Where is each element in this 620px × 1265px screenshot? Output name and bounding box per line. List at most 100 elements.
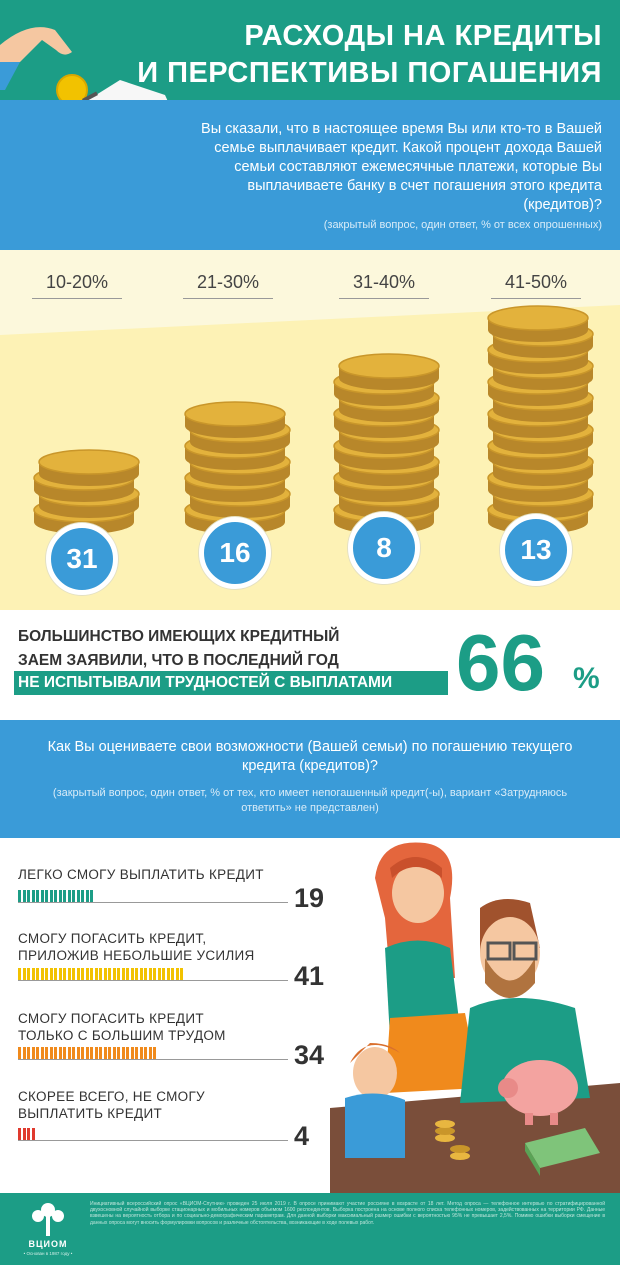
- answer-label: ВЫПЛАТИТЬ КРЕДИТ: [18, 1106, 163, 1121]
- answer-label: СКОРЕЕ ВСЕГО, НЕ СМОГУ: [18, 1089, 205, 1104]
- category-underline: [183, 298, 273, 299]
- bar-segment: [54, 890, 57, 902]
- bar-segment: [148, 968, 152, 980]
- bar-segment: [85, 1047, 89, 1059]
- question1-text: Вы сказали, что в настоящее время Вы или…: [201, 121, 602, 213]
- bar-segment: [22, 968, 26, 980]
- bar-segment: [94, 1047, 98, 1059]
- category-label: 21-30%: [196, 272, 260, 292]
- bar-segment: [85, 890, 89, 902]
- bar-segment: [139, 968, 143, 980]
- bar-segment: [162, 968, 165, 980]
- bar-segment: [27, 1128, 30, 1140]
- bar-segment: [76, 890, 80, 902]
- bar-segment: [108, 1047, 111, 1059]
- header-band: [0, 0, 620, 100]
- bar-segment: [40, 890, 44, 902]
- bar-segment: [45, 890, 48, 902]
- bar-segment: [81, 890, 84, 902]
- page-title-line2: И ПЕРСПЕКТИВЫ ПОГАШЕНИЯ: [137, 57, 602, 89]
- answer-value: 4: [294, 1121, 310, 1151]
- bar-segment: [31, 1047, 35, 1059]
- bar-segment: [121, 1047, 125, 1059]
- bar-segment: [90, 890, 93, 902]
- page-title-line1: РАСХОДЫ НА КРЕДИТЫ: [244, 20, 602, 52]
- bar-segment: [54, 968, 57, 980]
- bar-segment: [27, 890, 30, 902]
- bar-segment: [99, 968, 102, 980]
- coin-stack: [33, 449, 140, 534]
- bar-segment: [175, 968, 179, 980]
- answer-label: СМОГУ ПОГАСИТЬ КРЕДИТ: [18, 1011, 204, 1026]
- category-label: 41-50%: [504, 272, 568, 292]
- coin-stacks: [33, 305, 594, 534]
- bar-segment: [135, 1047, 138, 1059]
- bar-segment: [180, 968, 183, 980]
- value-circle: 8: [348, 512, 420, 584]
- bar-segment: [36, 968, 39, 980]
- bar-segment: [58, 968, 62, 980]
- question2-band: [0, 720, 620, 838]
- coin-stack: [487, 305, 594, 534]
- bar-segment: [63, 890, 66, 902]
- bar-segment: [22, 890, 26, 902]
- bar-segment: [166, 968, 170, 980]
- answer-value: 41: [294, 961, 325, 991]
- bar-segment: [130, 968, 134, 980]
- logo-subtitle: • Основан в 1987 году •: [23, 1251, 73, 1256]
- answer-bar: [18, 890, 288, 903]
- coins-chart-wedge: [0, 305, 620, 610]
- bar-segment: [31, 968, 35, 980]
- bar-segment: [85, 968, 89, 980]
- category-underline: [32, 298, 122, 299]
- bar-segment: [76, 1047, 80, 1059]
- coin-stack: [333, 353, 440, 534]
- bar-segment: [27, 1047, 30, 1059]
- answer-value: 19: [294, 883, 325, 913]
- answer-bar: [18, 968, 288, 981]
- bar-segment: [49, 968, 53, 980]
- value-circle: 13: [500, 514, 572, 586]
- bar-segment: [54, 1047, 57, 1059]
- bar-segment: [63, 1047, 66, 1059]
- tree-logo-icon: [32, 1203, 64, 1236]
- category-underline: [491, 298, 581, 299]
- bar-segment: [153, 968, 156, 980]
- bar-segment: [103, 968, 107, 980]
- bar-segment: [67, 968, 71, 980]
- methodology-note: Инициативный всероссийский опрос «ВЦИОМ-…: [90, 1201, 605, 1226]
- category-label: 10-20%: [45, 272, 109, 292]
- answer-label: СМОГУ ПОГАСИТЬ КРЕДИТ,: [18, 931, 207, 946]
- question1-note: (закрытый вопрос, один ответ, % от всех …: [323, 219, 602, 231]
- question2-text: Как Вы оцениваете свои возможности (Ваше…: [47, 739, 573, 774]
- bar-segment: [40, 968, 44, 980]
- bar-segment: [22, 1128, 26, 1140]
- question2-note: (закрытый вопрос, один ответ, % от тех, …: [52, 787, 568, 814]
- bar-segment: [18, 968, 21, 980]
- bar-segment: [58, 890, 62, 902]
- footer-band: [0, 1193, 620, 1265]
- bar-segment: [72, 968, 75, 980]
- category-underline: [339, 298, 429, 299]
- bar-segment: [139, 1047, 143, 1059]
- bar-segment: [144, 1047, 147, 1059]
- bar-segment: [72, 1047, 75, 1059]
- bar-segment: [49, 1047, 53, 1059]
- bar-segment: [40, 1047, 44, 1059]
- bar-segment: [63, 968, 66, 980]
- answer-value: 34: [294, 1040, 325, 1070]
- summary-percent-unit: %: [573, 662, 600, 695]
- logo-text: ВЦИОМ: [28, 1239, 68, 1249]
- bar-segment: [45, 968, 48, 980]
- answer-bar: [18, 1128, 288, 1141]
- bar-segment: [36, 1047, 39, 1059]
- question1-band: [0, 100, 620, 250]
- bar-segment: [22, 1047, 26, 1059]
- bar-segment: [135, 968, 138, 980]
- bar-segment: [18, 1047, 21, 1059]
- summary-highlight: НЕ ИСПЫТЫВАЛИ ТРУДНОСТЕЙ С ВЫПЛАТАМИ: [14, 671, 448, 695]
- bar-segment: [45, 1047, 48, 1059]
- bar-segment: [72, 890, 75, 902]
- bar-segment: [103, 1047, 107, 1059]
- bar-segment: [36, 890, 39, 902]
